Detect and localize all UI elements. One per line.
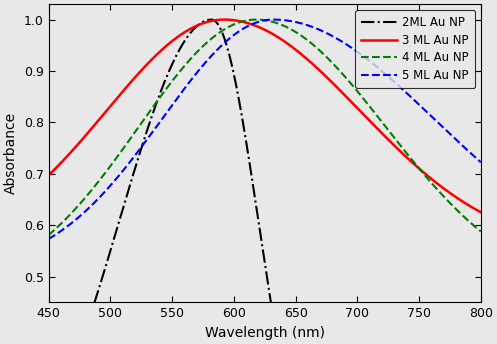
3 ML Au NP xyxy=(121,88,127,93)
4 ML Au NP xyxy=(46,233,52,237)
2ML Au NP xyxy=(230,69,236,73)
5 ML Au NP xyxy=(270,18,276,22)
5 ML Au NP xyxy=(211,51,217,55)
3 ML Au NP xyxy=(423,172,429,176)
4 ML Au NP xyxy=(95,180,101,184)
Line: 2ML Au NP: 2ML Au NP xyxy=(49,20,481,344)
2ML Au NP xyxy=(121,205,127,209)
5 ML Au NP xyxy=(423,109,429,113)
4 ML Au NP xyxy=(211,34,217,39)
4 ML Au NP xyxy=(121,146,127,150)
4 ML Au NP xyxy=(478,229,484,234)
3 ML Au NP xyxy=(95,119,101,123)
4 ML Au NP xyxy=(423,174,429,179)
3 ML Au NP xyxy=(230,18,236,22)
3 ML Au NP xyxy=(478,210,484,214)
5 ML Au NP xyxy=(121,168,127,172)
Y-axis label: Absorbance: Absorbance xyxy=(4,112,18,194)
Line: 5 ML Au NP: 5 ML Au NP xyxy=(49,20,481,239)
3 ML Au NP xyxy=(221,18,227,22)
3 ML Au NP xyxy=(46,173,52,178)
X-axis label: Wavelength (nm): Wavelength (nm) xyxy=(205,326,325,340)
4 ML Au NP xyxy=(253,18,259,22)
2ML Au NP xyxy=(209,18,215,22)
4 ML Au NP xyxy=(230,23,236,27)
5 ML Au NP xyxy=(478,160,484,164)
Line: 4 ML Au NP: 4 ML Au NP xyxy=(49,20,481,235)
5 ML Au NP xyxy=(230,34,236,38)
5 ML Au NP xyxy=(95,197,101,201)
5 ML Au NP xyxy=(46,237,52,241)
3 ML Au NP xyxy=(470,205,476,209)
Line: 3 ML Au NP: 3 ML Au NP xyxy=(49,20,481,212)
5 ML Au NP xyxy=(470,153,476,157)
2ML Au NP xyxy=(212,19,218,23)
3 ML Au NP xyxy=(211,18,217,22)
2ML Au NP xyxy=(95,290,101,294)
Legend: 2ML Au NP, 3 ML Au NP, 4 ML Au NP, 5 ML Au NP: 2ML Au NP, 3 ML Au NP, 4 ML Au NP, 5 ML … xyxy=(355,10,475,88)
4 ML Au NP xyxy=(470,222,476,226)
